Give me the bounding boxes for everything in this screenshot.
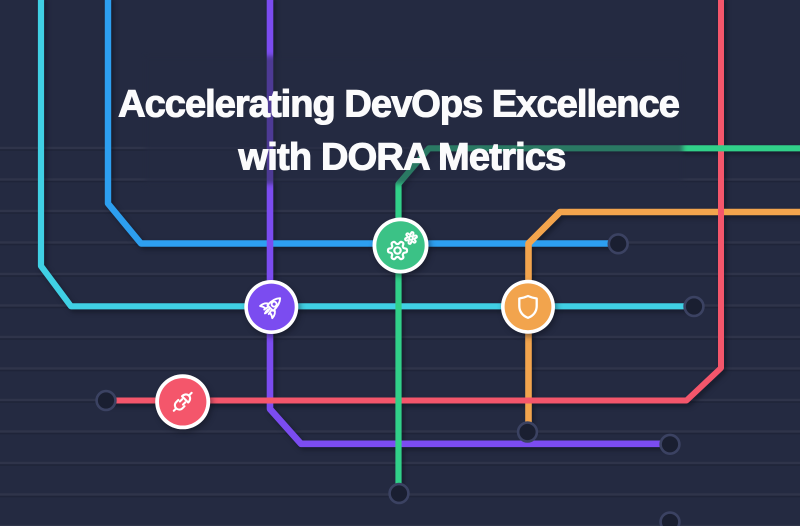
svg-text:with DORA Metrics: with DORA Metrics bbox=[237, 137, 565, 179]
svg-text:Accelerating DevOps Excellence: Accelerating DevOps Excellence bbox=[118, 83, 679, 125]
